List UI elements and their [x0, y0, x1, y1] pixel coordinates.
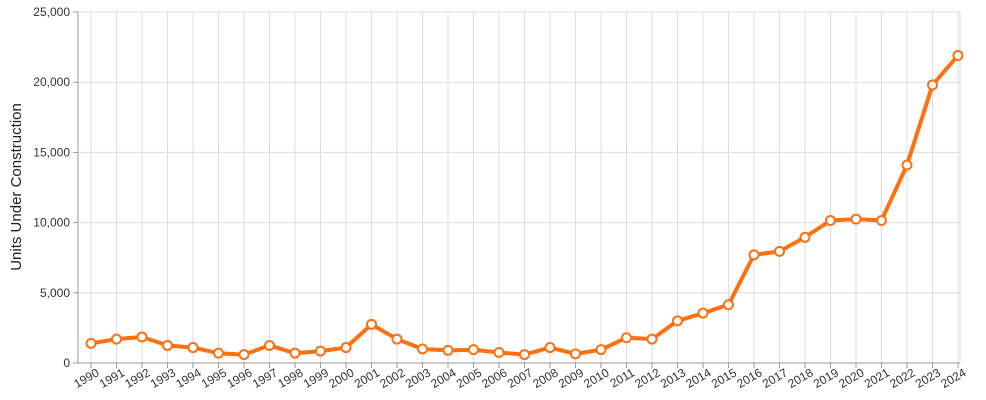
data-point[interactable]: [417, 343, 428, 355]
data-point[interactable]: [340, 342, 352, 354]
data-point[interactable]: [136, 331, 148, 343]
data-point[interactable]: [621, 332, 632, 344]
data-point[interactable]: [646, 333, 658, 345]
x-tick-labels: 1990199119921993199419951996199719981999…: [71, 363, 969, 391]
data-point[interactable]: [111, 333, 122, 345]
data-point[interactable]: [723, 299, 734, 311]
y-tick-label: 15,000: [33, 145, 70, 159]
data-point[interactable]: [442, 344, 454, 356]
data-point[interactable]: [697, 307, 709, 319]
data-point[interactable]: [366, 318, 377, 330]
data-point[interactable]: [952, 50, 964, 62]
data-point[interactable]: [519, 349, 530, 361]
data-point[interactable]: [672, 315, 683, 327]
data-point[interactable]: [850, 213, 862, 225]
data-point[interactable]: [238, 349, 250, 361]
data-point[interactable]: [162, 339, 173, 351]
data-point[interactable]: [927, 79, 938, 91]
data-point[interactable]: [493, 346, 505, 358]
data-point[interactable]: [799, 231, 811, 243]
y-tick-label: 25,000: [33, 5, 70, 19]
data-point[interactable]: [85, 337, 97, 349]
data-point[interactable]: [774, 245, 785, 257]
data-point[interactable]: [876, 214, 887, 226]
data-point[interactable]: [213, 347, 224, 359]
y-tick-label: 10,000: [33, 216, 70, 230]
y-tick-labels: 0 5,000 10,000 15,000 20,000 25,000: [33, 5, 78, 370]
data-point[interactable]: [544, 342, 556, 354]
x-gridlines: [90, 12, 961, 363]
data-point[interactable]: [570, 348, 581, 360]
data-point[interactable]: [187, 342, 199, 354]
series-points: [85, 50, 964, 361]
data-point[interactable]: [595, 344, 607, 356]
data-point[interactable]: [289, 347, 301, 359]
data-point[interactable]: [391, 333, 403, 345]
y-tick-label: 20,000: [33, 75, 70, 89]
data-point[interactable]: [468, 344, 479, 356]
data-point[interactable]: [264, 339, 275, 351]
data-point[interactable]: [748, 249, 760, 261]
data-point[interactable]: [825, 214, 836, 226]
y-tick-label: 5,000: [40, 286, 70, 300]
y-axis-title: Units Under Construction: [8, 103, 25, 271]
y-gridlines: [78, 11, 960, 294]
y-tick-label: 0: [63, 356, 70, 370]
data-point[interactable]: [315, 345, 326, 357]
x-tick-label: 2024: [938, 365, 968, 391]
data-point[interactable]: [901, 159, 913, 171]
